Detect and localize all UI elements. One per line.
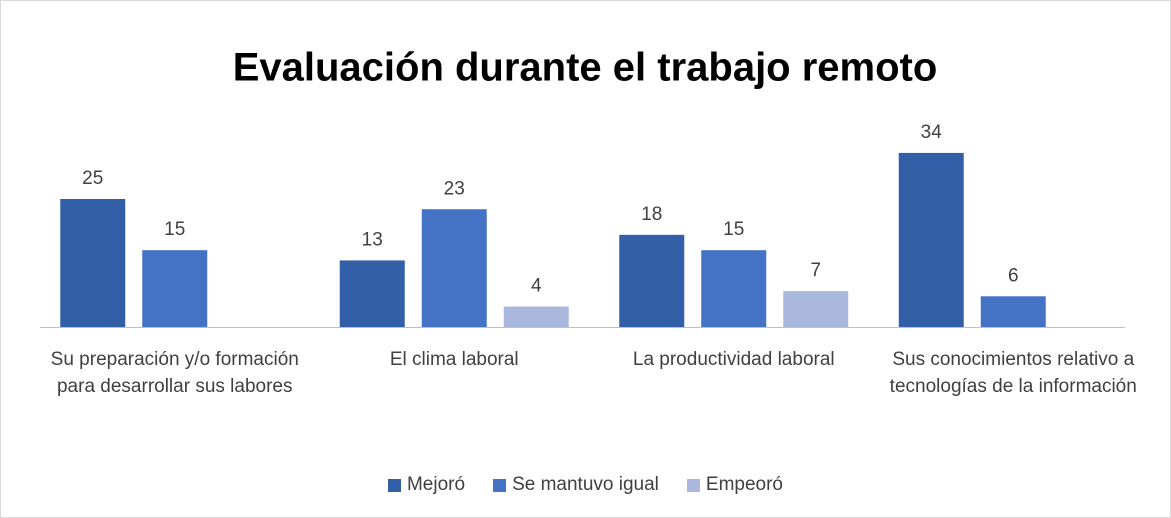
bar: [421, 209, 487, 327]
legend-label: Se mantuvo igual: [512, 474, 659, 495]
legend-item: Empeoró: [686, 474, 783, 496]
bar: [503, 306, 569, 327]
legend-label: Empeoró: [705, 474, 783, 495]
legend-swatch: [387, 478, 401, 492]
bar: [701, 250, 767, 327]
bar: [142, 250, 208, 327]
bar: [619, 234, 685, 327]
data-label: 23: [444, 178, 465, 199]
data-label: 15: [164, 219, 185, 240]
legend-item: Se mantuvo igual: [493, 474, 659, 496]
legend-swatch: [686, 478, 700, 492]
data-label: 15: [723, 219, 744, 240]
chart-title: Evaluación durante el trabajo remoto: [233, 46, 938, 90]
x-tick-label: El clima laboral: [389, 349, 519, 370]
bar: [60, 199, 126, 327]
data-label: 4: [531, 276, 542, 297]
data-label: 34: [921, 122, 943, 143]
legend: Mejoró Se mantuvo igual Empeoró: [0, 474, 1171, 496]
legend-item: Mejoró: [387, 474, 466, 496]
data-label: 25: [82, 168, 103, 189]
data-label: 7: [810, 260, 821, 281]
bar: [783, 291, 849, 327]
x-tick-label: Sus conocimientos relativo a tecnologías…: [889, 349, 1137, 397]
data-label: 13: [362, 229, 383, 250]
data-label: 18: [641, 204, 662, 225]
x-tick-label: La productividad laboral: [632, 349, 835, 370]
bar: [898, 152, 964, 327]
legend-swatch: [493, 478, 507, 492]
bar: [980, 296, 1046, 327]
bar: [339, 260, 405, 327]
data-label: 6: [1008, 265, 1019, 286]
x-tick-label: Su preparación y/o formación para desarr…: [50, 349, 299, 397]
legend-label: Mejoró: [406, 474, 466, 495]
